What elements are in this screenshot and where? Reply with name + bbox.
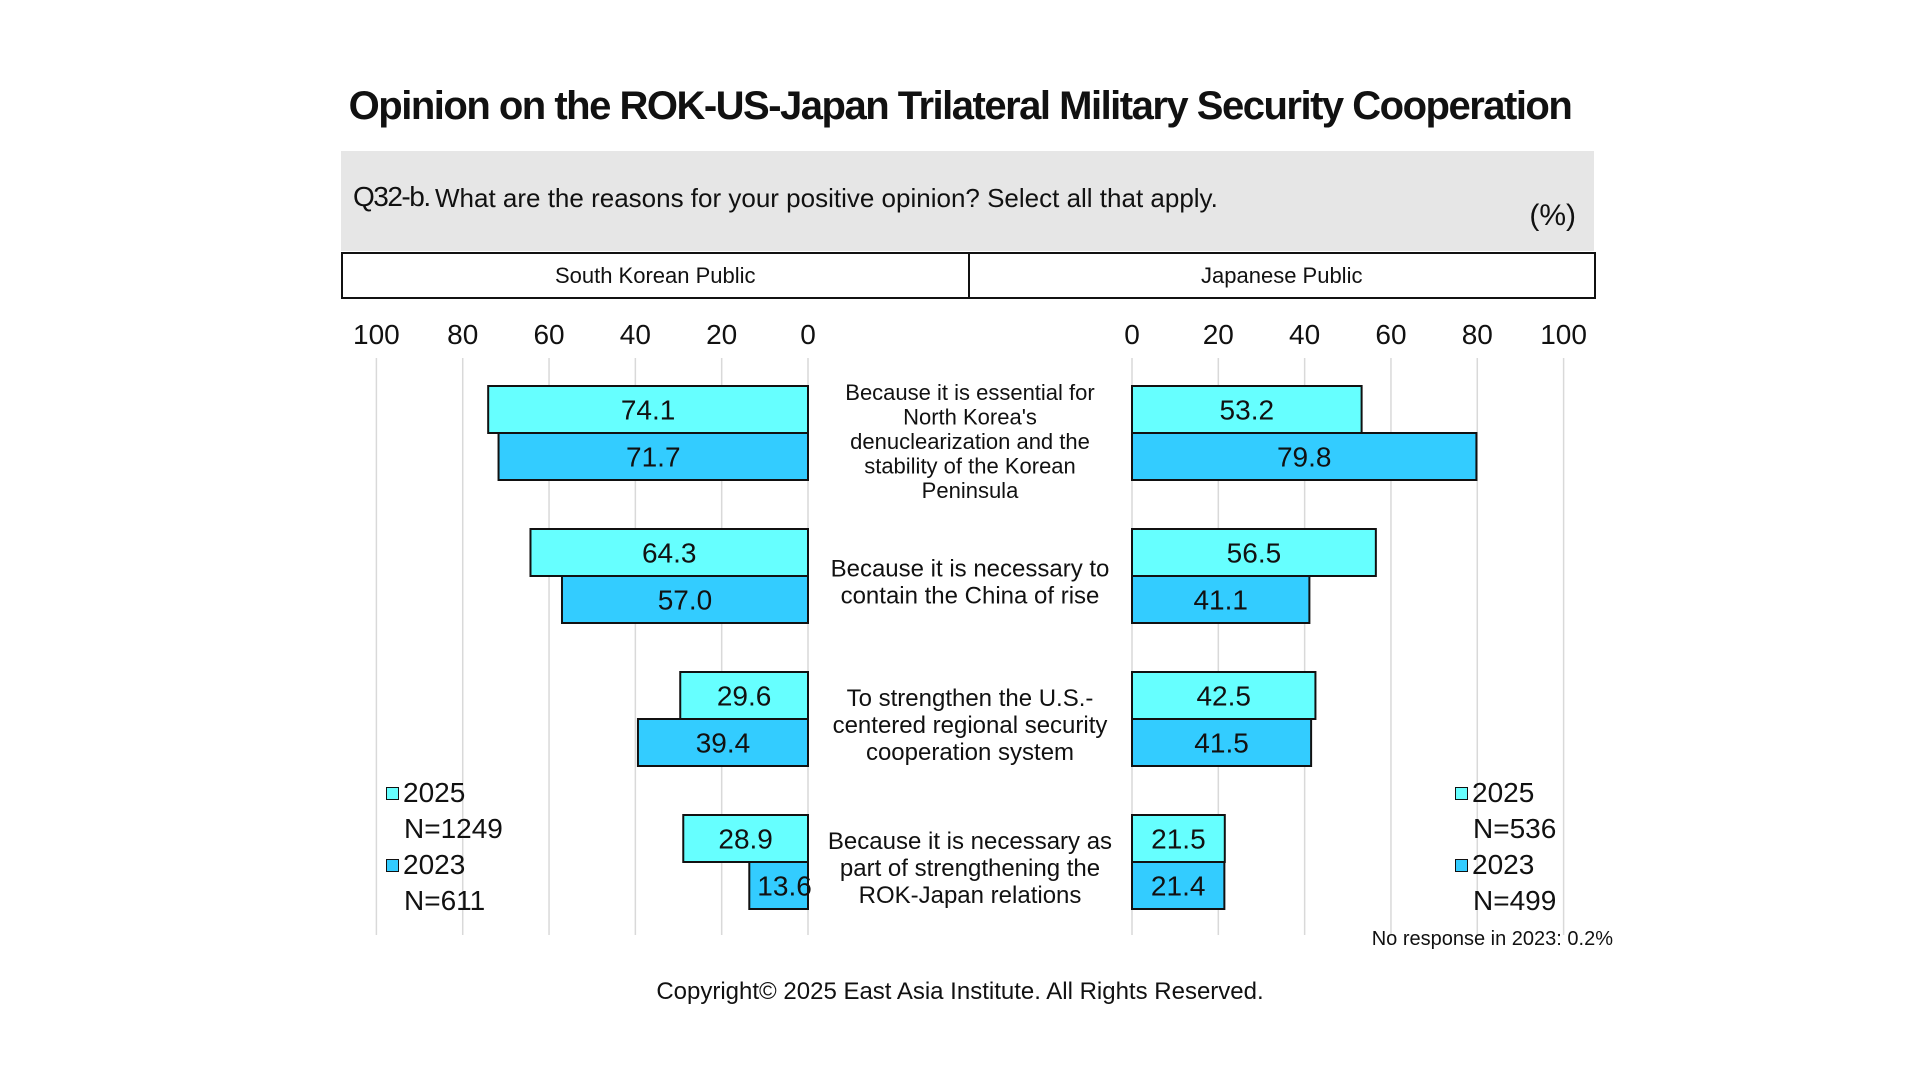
category-label-4-line-3: ROK-Japan relations xyxy=(859,882,1082,909)
category-label-3-line-3: cooperation system xyxy=(866,739,1074,766)
bar-south-korea-2025-4 xyxy=(682,814,809,863)
category-label-1-line-2: North Korea's xyxy=(903,405,1037,430)
unit-label: (%) xyxy=(1529,199,1576,232)
copyright: Copyright© 2025 East Asia Institute. All… xyxy=(656,978,1264,1005)
data-label-south-korea-2025-2: 64.3 xyxy=(642,538,697,569)
data-label-japan-2025-3: 42.5 xyxy=(1196,681,1251,712)
legend-swatch-2023 xyxy=(1455,858,1468,872)
bar-japan-2025-2 xyxy=(1131,528,1377,577)
data-label-japan-2025-1: 53.2 xyxy=(1220,395,1275,426)
legend-south-korea: 2025 N=1249 2023 N=611 xyxy=(386,775,503,919)
tick-label-right-80: 80 xyxy=(1462,319,1493,350)
category-label-1-line-5: Peninsula xyxy=(922,478,1019,503)
legend-swatch-2025 xyxy=(1455,786,1468,800)
data-label-japan-2023-4: 21.4 xyxy=(1151,871,1206,902)
data-label-south-korea-2025-4: 28.9 xyxy=(718,824,773,855)
bar-japan-2025-1 xyxy=(1131,385,1363,434)
chart-title: Opinion on the ROK-US-Japan Trilateral M… xyxy=(348,84,1573,128)
tick-label-right-40: 40 xyxy=(1289,319,1320,350)
tick-label-left-60: 60 xyxy=(533,319,564,350)
category-label-1-line-1: Because it is essential for xyxy=(845,380,1094,405)
legend-n-2025: N=1249 xyxy=(404,813,503,844)
category-label-4-line-2: part of strengthening the xyxy=(840,855,1100,882)
tick-label-left-100: 100 xyxy=(353,319,400,350)
data-label-japan-2025-2: 56.5 xyxy=(1227,538,1282,569)
bar-japan-2025-3 xyxy=(1131,671,1317,720)
data-label-japan-2023-1: 79.8 xyxy=(1277,442,1332,473)
data-label-south-korea-2023-3: 39.4 xyxy=(696,728,751,759)
tick-label-left-0: 0 xyxy=(800,319,816,350)
question-id: Q32-b. xyxy=(353,181,431,212)
legend-swatch-2023 xyxy=(386,858,399,872)
bar-south-korea-2023-4 xyxy=(748,861,810,910)
legend-label-2023: 2023 xyxy=(403,849,466,880)
tick-label-right-60: 60 xyxy=(1375,319,1406,350)
data-label-south-korea-2025-3: 29.6 xyxy=(717,681,772,712)
category-label-2-line-2: contain the China of rise xyxy=(841,583,1100,610)
legend-n-2023: N=499 xyxy=(1473,885,1557,916)
data-label-japan-2023-3: 41.5 xyxy=(1194,728,1249,759)
legend-swatch-2025 xyxy=(386,786,399,800)
legend-n-2025: N=536 xyxy=(1473,813,1557,844)
bar-south-korea-2025-2 xyxy=(529,528,809,577)
bar-south-korea-2023-3 xyxy=(636,718,809,767)
legend-japan: 2025 N=536 2023 N=499 xyxy=(1455,775,1556,919)
question-box: Q32-b. What are the reasons for your pos… xyxy=(341,151,1594,251)
panel-header-south-korea: South Korean Public xyxy=(343,254,970,297)
legend-label-2023: 2023 xyxy=(1472,849,1535,880)
tick-label-right-100: 100 xyxy=(1540,319,1587,350)
data-label-south-korea-2023-1: 71.7 xyxy=(626,442,681,473)
data-label-south-korea-2023-2: 57.0 xyxy=(658,585,713,616)
data-label-south-korea-2023-4: 13.6 xyxy=(757,871,812,902)
tick-label-left-40: 40 xyxy=(620,319,651,350)
tick-label-left-20: 20 xyxy=(706,319,737,350)
bar-south-korea-2023-2 xyxy=(560,575,809,624)
category-label-3-line-2: centered regional security xyxy=(833,712,1108,739)
question-text: What are the reasons for your positive o… xyxy=(435,183,1218,213)
bar-south-korea-2023-1 xyxy=(497,432,809,481)
data-label-japan-2025-4: 21.5 xyxy=(1151,824,1206,855)
bar-japan-2023-1 xyxy=(1131,432,1478,481)
bar-japan-2023-4 xyxy=(1131,861,1226,910)
panel-header-japan: Japanese Public xyxy=(1201,263,1363,288)
data-label-south-korea-2025-1: 74.1 xyxy=(621,395,676,426)
tick-label-left-80: 80 xyxy=(447,319,478,350)
legend-label-2025: 2025 xyxy=(1472,777,1535,808)
tick-label-right-0: 0 xyxy=(1124,319,1140,350)
category-label-3-line-1: To strengthen the U.S.- xyxy=(847,685,1094,712)
bar-south-korea-2025-1 xyxy=(487,385,809,434)
category-label-1-line-4: stability of the Korean xyxy=(864,454,1076,479)
category-label-4-line-1: Because it is necessary as xyxy=(828,828,1112,855)
panel-header: South Korean Public Japanese Public xyxy=(341,252,1596,299)
bar-japan-2023-3 xyxy=(1131,718,1313,767)
bar-south-korea-2025-3 xyxy=(679,671,809,720)
legend-label-2025: 2025 xyxy=(403,777,466,808)
legend-n-2023: N=611 xyxy=(404,885,486,916)
bar-japan-2023-2 xyxy=(1131,575,1311,624)
data-label-japan-2023-2: 41.1 xyxy=(1193,585,1248,616)
footnote: No response in 2023: 0.2% xyxy=(1371,928,1613,950)
category-label-2-line-1: Because it is necessary to xyxy=(831,556,1110,583)
tick-label-right-20: 20 xyxy=(1203,319,1234,350)
category-label-1-line-3: denuclearization and the xyxy=(850,429,1090,454)
